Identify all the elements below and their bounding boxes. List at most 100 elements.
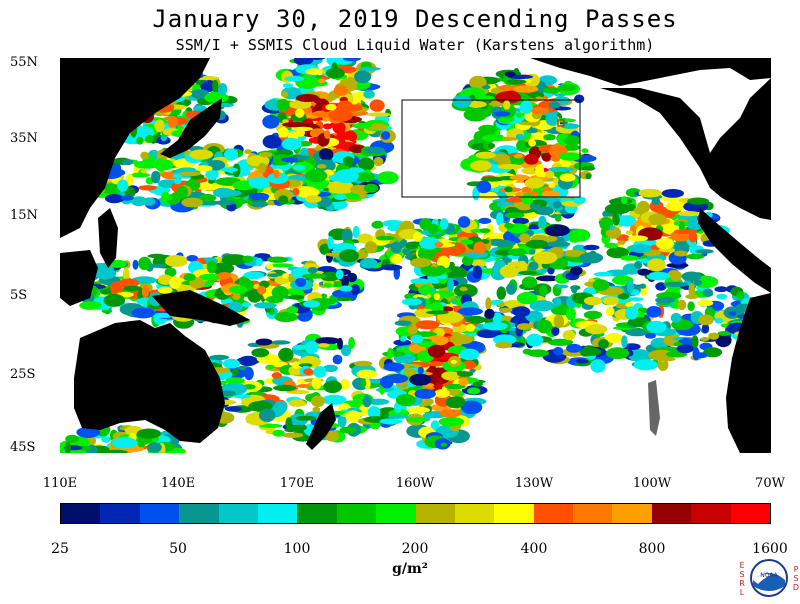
cloud-cell: [569, 229, 590, 242]
cloud-cell: [655, 297, 675, 303]
cloud-cell: [535, 164, 544, 178]
cloud-cell: [400, 336, 406, 342]
cloud-cell: [305, 169, 327, 182]
cloud-cell: [271, 340, 291, 344]
cloud-cell: [262, 115, 279, 129]
lat-label-35n: 35N: [10, 132, 56, 146]
cloud-cell: [678, 300, 687, 310]
cloud-cell: [716, 294, 727, 300]
cloud-cell: [292, 362, 300, 369]
cloud-cell: [184, 273, 196, 281]
cloud-cell: [570, 266, 582, 275]
cloud-cell: [415, 389, 436, 399]
cloud-cell: [273, 430, 285, 437]
cloud-cell: [498, 302, 505, 307]
cloud-cell: [678, 211, 700, 216]
colorbar-tick-100: 100: [267, 541, 327, 557]
cloud-cell: [693, 347, 700, 360]
cloud-cell: [79, 301, 102, 310]
cloud-cell: [674, 229, 697, 234]
cloud-cell: [289, 295, 305, 300]
cloud-cell: [481, 177, 505, 182]
cloud-cell: [263, 135, 282, 149]
cloud-cell: [258, 163, 266, 174]
cloud-cell: [537, 206, 554, 215]
cloud-cell: [154, 119, 164, 132]
colorbar-swatch-1: [100, 504, 139, 523]
cloud-cell: [295, 278, 306, 287]
cloud-cell: [377, 171, 399, 184]
cloud-cell: [241, 303, 251, 307]
cloud-cell: [225, 406, 242, 412]
cloud-cell: [428, 345, 445, 358]
cloud-cell: [155, 158, 167, 171]
cloud-cell: [358, 67, 381, 71]
cloud-cell: [407, 417, 428, 422]
cloud-cell: [244, 367, 254, 380]
cloud-cell: [455, 244, 462, 249]
cloud-cell: [629, 244, 652, 253]
cloud-cell: [695, 249, 714, 254]
cloud-cell: [158, 287, 173, 294]
cloud-cell: [305, 341, 319, 354]
cloud-cell: [645, 333, 656, 339]
colorbar-swatch-2: [140, 504, 179, 523]
cloud-cell: [530, 300, 555, 311]
cloud-cell: [691, 335, 698, 348]
colorbar-tick-800: 800: [622, 541, 682, 557]
cloud-cell: [212, 80, 218, 93]
cloud-cell: [281, 157, 298, 162]
cloud-cell: [272, 372, 282, 379]
cloud-cell: [396, 394, 416, 406]
cloud-cell: [460, 349, 480, 361]
cloud-cell: [473, 266, 483, 279]
cloud-cell: [409, 374, 431, 386]
cloud-cell: [381, 131, 390, 140]
cloud-cell: [104, 294, 126, 307]
cloud-cell: [677, 345, 694, 354]
cloud-cell: [493, 111, 510, 116]
colorbar-tick-1600: 1600: [740, 541, 800, 557]
cloud-cell: [522, 194, 534, 205]
cloud-cell: [122, 159, 133, 165]
cloud-cell: [281, 91, 288, 97]
cloud-cell: [387, 348, 393, 359]
cloud-cell: [147, 442, 162, 452]
cloud-cell: [458, 216, 470, 228]
cloud-cell: [555, 285, 568, 289]
cloud-cell: [117, 179, 128, 192]
cloud-cell: [553, 201, 562, 209]
cloud-cell: [151, 171, 160, 184]
cloud-cell: [251, 201, 268, 207]
cloud-cell: [149, 264, 167, 268]
colorbar-tick-200: 200: [385, 541, 445, 557]
cloud-cell: [156, 257, 165, 264]
cloud-cell: [242, 256, 253, 263]
cloud-cell: [634, 359, 658, 370]
cloud-cell: [372, 221, 384, 229]
cloud-cell: [621, 196, 628, 204]
cloud-cell: [282, 138, 302, 151]
cloud-cell: [296, 128, 305, 137]
cloud-cell: [101, 436, 111, 442]
cloud-cell: [545, 241, 570, 247]
cloud-cell: [579, 252, 603, 263]
cloud-cell: [285, 76, 305, 81]
cloud-cell: [516, 112, 523, 117]
cloud-cell: [285, 417, 292, 429]
cloud-cell: [526, 334, 543, 347]
cloud-cell: [364, 184, 379, 193]
cloud-cell: [460, 287, 468, 291]
cloud-cell: [504, 223, 514, 229]
cloud-cell: [598, 339, 609, 349]
colorbar-swatch-12: [534, 504, 573, 523]
cloud-cell: [687, 301, 694, 311]
cloud-cell: [218, 190, 242, 197]
lon-label-170e: 170E: [267, 477, 327, 491]
cloud-cell: [327, 93, 338, 100]
colorbar-swatch-16: [691, 504, 730, 523]
colorbar-swatch-14: [612, 504, 651, 523]
cloud-cell: [476, 181, 491, 194]
cloud-cell: [331, 62, 338, 74]
cloud-cell: [121, 195, 134, 200]
